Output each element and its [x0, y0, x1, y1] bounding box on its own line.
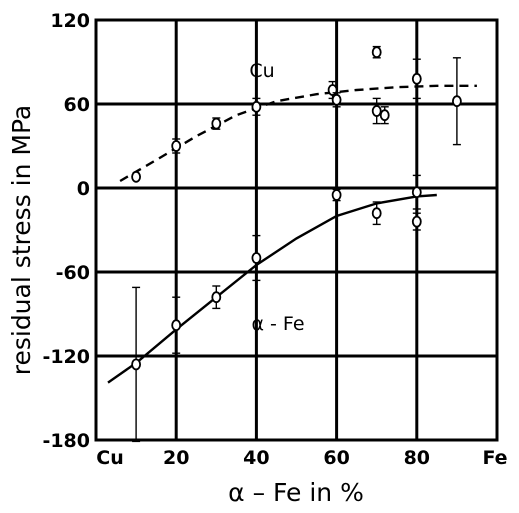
- trend-lines: [108, 86, 477, 383]
- data-point-marker: [373, 208, 381, 218]
- data-point: [212, 286, 220, 308]
- data-point-marker: [132, 172, 140, 182]
- data-point: [413, 175, 421, 209]
- data-point-marker: [373, 106, 381, 116]
- data-point-marker: [413, 74, 421, 84]
- data-point: [252, 236, 260, 281]
- data-point-marker: [381, 110, 389, 120]
- data-point-marker: [172, 141, 180, 151]
- plot-frame: [96, 20, 497, 440]
- y-axis-title: residual stress in MPa: [7, 105, 36, 376]
- y-tick-label: -60: [56, 262, 90, 284]
- data-point: [172, 297, 180, 353]
- data-point: [132, 172, 140, 182]
- data-point: [373, 98, 381, 123]
- data-point: [373, 47, 381, 58]
- trend-line-0: [120, 86, 477, 181]
- data-points: [132, 47, 461, 442]
- grid: [96, 20, 497, 440]
- y-tick-label: 120: [50, 10, 90, 32]
- data-point-marker: [373, 47, 381, 57]
- x-tick-label: 60: [323, 447, 349, 469]
- trend-line-1: [108, 195, 437, 383]
- data-point-marker: [252, 253, 260, 263]
- data-point-marker: [172, 320, 180, 330]
- series-label-cu: Cu: [249, 60, 274, 82]
- x-tick-label: 40: [243, 447, 269, 469]
- data-point: [413, 59, 421, 98]
- data-point: [381, 107, 389, 124]
- data-point: [212, 118, 220, 129]
- data-point: [132, 287, 140, 441]
- data-point-marker: [132, 359, 140, 369]
- data-point: [333, 189, 341, 200]
- data-point-marker: [212, 292, 220, 302]
- data-point-marker: [413, 217, 421, 227]
- data-point-marker: [453, 96, 461, 106]
- y-tick-label: 60: [64, 94, 90, 116]
- data-point: [413, 213, 421, 230]
- tick-labels: 120 60 0 -60 -120 -180 20 40 60 80 Cu Fe: [42, 10, 507, 469]
- x-end-label-left: Cu: [96, 447, 123, 469]
- x-tick-label: 20: [163, 447, 189, 469]
- series-label-alpha-fe: α - Fe: [251, 313, 304, 335]
- data-point-marker: [252, 102, 260, 112]
- data-point: [453, 58, 461, 145]
- x-axis-title: α – Fe in %: [228, 478, 364, 507]
- data-point: [252, 98, 260, 115]
- y-tick-label: -120: [42, 346, 90, 368]
- y-tick-label: -180: [42, 430, 90, 452]
- x-end-label-right: Fe: [482, 447, 507, 469]
- data-point-marker: [413, 187, 421, 197]
- y-tick-label: 0: [77, 178, 90, 200]
- x-tick-label: 80: [404, 447, 430, 469]
- data-point-marker: [333, 95, 341, 105]
- data-point-marker: [212, 119, 220, 129]
- data-point-marker: [333, 190, 341, 200]
